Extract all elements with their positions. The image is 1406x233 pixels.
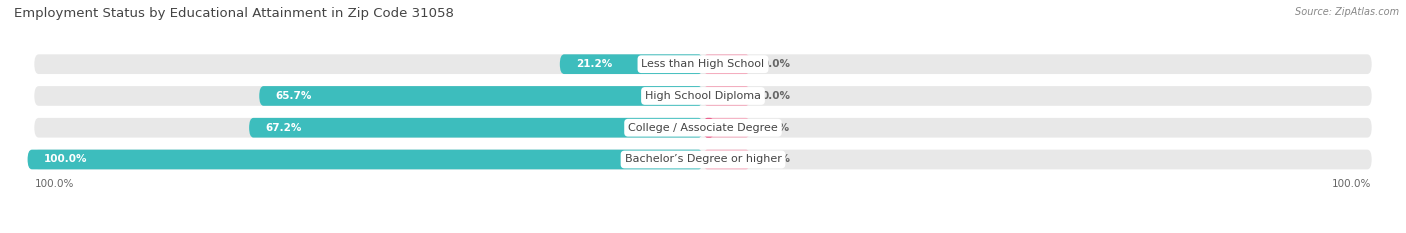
FancyBboxPatch shape: [259, 86, 703, 106]
Text: 0.0%: 0.0%: [761, 59, 790, 69]
FancyBboxPatch shape: [28, 150, 703, 169]
Text: High School Diploma: High School Diploma: [645, 91, 761, 101]
Text: 65.7%: 65.7%: [276, 91, 312, 101]
Text: College / Associate Degree: College / Associate Degree: [628, 123, 778, 133]
FancyBboxPatch shape: [703, 150, 751, 169]
FancyBboxPatch shape: [703, 86, 751, 106]
Text: 1.7%: 1.7%: [761, 123, 790, 133]
Text: 100.0%: 100.0%: [34, 179, 73, 189]
Legend: In Labor Force, Unemployed: In Labor Force, Unemployed: [596, 230, 810, 233]
Text: Employment Status by Educational Attainment in Zip Code 31058: Employment Status by Educational Attainm…: [14, 7, 454, 20]
FancyBboxPatch shape: [34, 150, 1372, 169]
Text: 21.2%: 21.2%: [576, 59, 612, 69]
Text: Bachelor’s Degree or higher: Bachelor’s Degree or higher: [624, 154, 782, 164]
FancyBboxPatch shape: [560, 54, 703, 74]
FancyBboxPatch shape: [34, 118, 1372, 137]
FancyBboxPatch shape: [703, 118, 751, 137]
Text: 0.0%: 0.0%: [761, 154, 790, 164]
Text: Source: ZipAtlas.com: Source: ZipAtlas.com: [1295, 7, 1399, 17]
Text: 100.0%: 100.0%: [1333, 179, 1372, 189]
FancyBboxPatch shape: [34, 86, 1372, 106]
Text: 100.0%: 100.0%: [44, 154, 87, 164]
FancyBboxPatch shape: [34, 54, 1372, 74]
FancyBboxPatch shape: [249, 118, 703, 137]
Text: 0.0%: 0.0%: [761, 91, 790, 101]
Text: Less than High School: Less than High School: [641, 59, 765, 69]
Text: 67.2%: 67.2%: [266, 123, 302, 133]
FancyBboxPatch shape: [703, 118, 714, 137]
FancyBboxPatch shape: [703, 54, 751, 74]
